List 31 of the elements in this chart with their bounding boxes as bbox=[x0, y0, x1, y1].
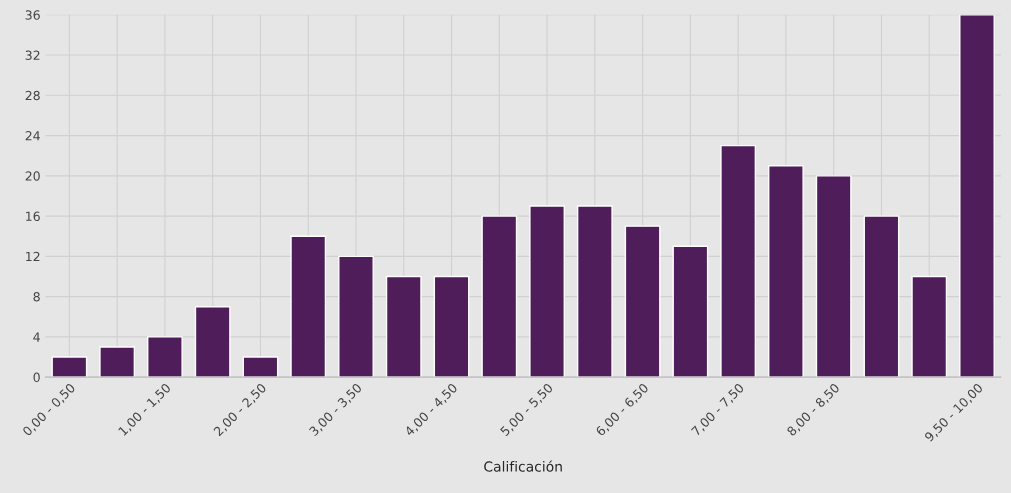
bar bbox=[242, 356, 279, 378]
bar bbox=[768, 165, 804, 378]
bar bbox=[672, 245, 709, 378]
y-tick-label: 16 bbox=[26, 211, 40, 222]
y-tick-label: 24 bbox=[25, 131, 40, 141]
bar bbox=[338, 255, 374, 378]
bar bbox=[194, 305, 231, 378]
y-tick-label: 8 bbox=[33, 292, 40, 302]
y-tick-label: 36 bbox=[25, 10, 40, 20]
bar bbox=[481, 215, 518, 378]
bar bbox=[720, 144, 757, 378]
y-tick-label: 12 bbox=[26, 251, 40, 262]
x-axis-title: Calificación bbox=[484, 460, 562, 472]
bar bbox=[863, 215, 900, 378]
bar bbox=[815, 175, 852, 378]
bar bbox=[911, 275, 948, 378]
bar bbox=[99, 346, 136, 378]
bar bbox=[576, 205, 613, 378]
bar bbox=[147, 336, 183, 378]
bar bbox=[624, 225, 661, 378]
y-tick-label: 20 bbox=[25, 171, 40, 181]
y-tick-label: 0 bbox=[33, 372, 40, 383]
bar bbox=[51, 356, 88, 378]
y-tick-label: 32 bbox=[25, 50, 40, 60]
bar bbox=[385, 275, 422, 378]
bar bbox=[529, 205, 565, 378]
y-tick-label: 28 bbox=[25, 90, 40, 101]
bar bbox=[433, 275, 470, 378]
y-tick-label: 4 bbox=[33, 332, 40, 342]
bar bbox=[959, 14, 995, 378]
bar bbox=[290, 235, 327, 378]
